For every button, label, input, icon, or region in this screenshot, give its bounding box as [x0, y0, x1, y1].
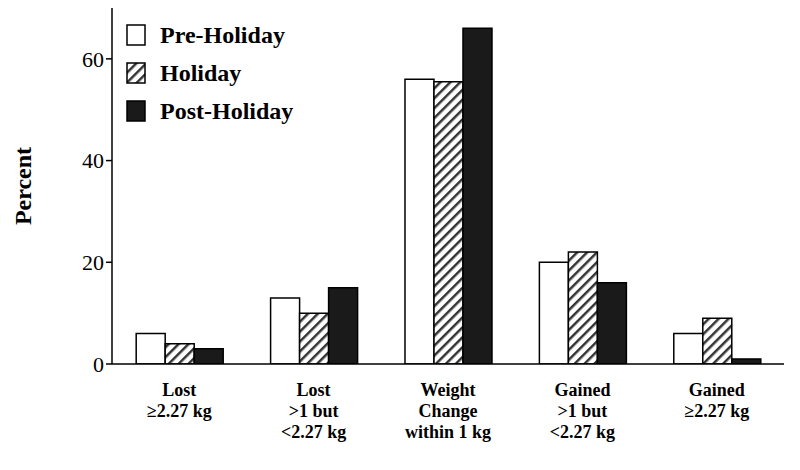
svg-text:20: 20: [82, 250, 104, 275]
svg-text:60: 60: [82, 47, 104, 72]
svg-text:Gained>1 but<2.27 kg: Gained>1 but<2.27 kg: [550, 380, 615, 442]
svg-text:Gained≥2.27 kg: Gained≥2.27 kg: [684, 380, 749, 421]
html-text:Holiday: Holiday: [160, 60, 242, 86]
svg-text:Percent: Percent: [10, 147, 36, 225]
svg-text:0: 0: [93, 352, 104, 377]
html-text:Post-Holiday: Post-Holiday: [160, 98, 294, 124]
svg-text:Lost>1 but<2.27 kg: Lost>1 but<2.27 kg: [281, 380, 346, 442]
svg-text:Lost≥2.27 kg: Lost≥2.27 kg: [147, 380, 212, 421]
svg-text:40: 40: [82, 148, 104, 173]
html-text:Pre-Holiday: Pre-Holiday: [160, 22, 285, 48]
svg-text:WeightChangewithin 1 kg: WeightChangewithin 1 kg: [405, 380, 491, 442]
